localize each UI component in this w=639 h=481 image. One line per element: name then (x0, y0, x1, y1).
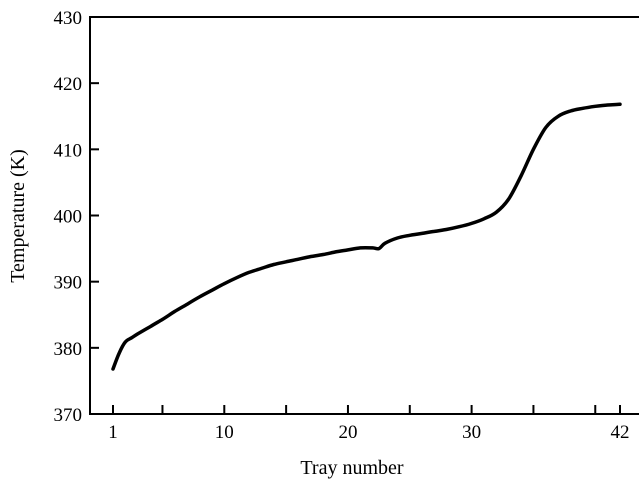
plot-area (89, 16, 639, 415)
axis-ticks (90, 16, 621, 415)
y-tick-label: 380 (54, 339, 83, 360)
temperature-series-line (111, 102, 622, 371)
x-tick-label: 1 (108, 422, 118, 443)
x-tick-label: 42 (611, 422, 630, 443)
y-tick-label: 400 (54, 207, 83, 228)
x-axis-title: Tray number (300, 457, 403, 479)
y-tick-label: 430 (54, 8, 83, 29)
x-tick-label: 10 (215, 422, 234, 443)
y-axis-title: Temperature (K) (7, 149, 29, 283)
y-tick-label: 370 (54, 405, 83, 426)
axis-tick-labels: 370 380 390 400 410 420 430 1 10 20 30 42 (54, 8, 630, 443)
y-tick-label: 410 (54, 140, 83, 161)
y-tick-label: 390 (54, 273, 83, 294)
y-tick-label: 420 (54, 74, 83, 95)
x-tick-label: 20 (338, 422, 357, 443)
x-tick-label: 30 (462, 422, 481, 443)
